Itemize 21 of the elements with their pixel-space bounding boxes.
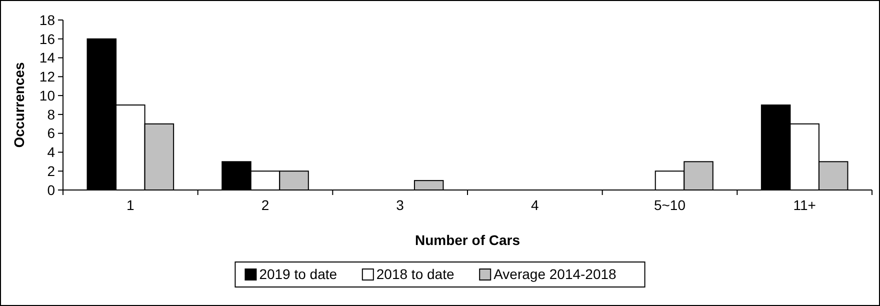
y-tick-label: 12 [39, 68, 56, 85]
legend-label: 2018 to date [376, 266, 454, 282]
y-tick-label: 2 [47, 163, 56, 180]
x-tick-label: 3 [396, 197, 404, 213]
y-tick-label: 18 [39, 12, 56, 28]
y-tick-label: 10 [39, 87, 56, 104]
legend-label: 2019 to date [259, 266, 338, 282]
x-tick-label: 5~10 [654, 197, 686, 213]
y-tick-label: 16 [39, 30, 56, 47]
y-tick-label: 0 [47, 182, 56, 198]
y-axis-title: Occurrences [11, 62, 27, 148]
x-axis-title: Number of Cars [414, 232, 520, 248]
y-tick-label: 6 [47, 125, 56, 142]
x-tick-label: 4 [531, 197, 540, 213]
x-tick-label: 1 [126, 197, 135, 213]
x-tick-label: 11+ [793, 197, 816, 213]
y-tick-label: 8 [47, 106, 56, 122]
x-tick-label: 2 [261, 197, 270, 213]
legend-label: Average 2014-2018 [494, 266, 617, 282]
y-tick-label: 14 [39, 50, 56, 66]
y-tick-label: 4 [47, 144, 56, 160]
